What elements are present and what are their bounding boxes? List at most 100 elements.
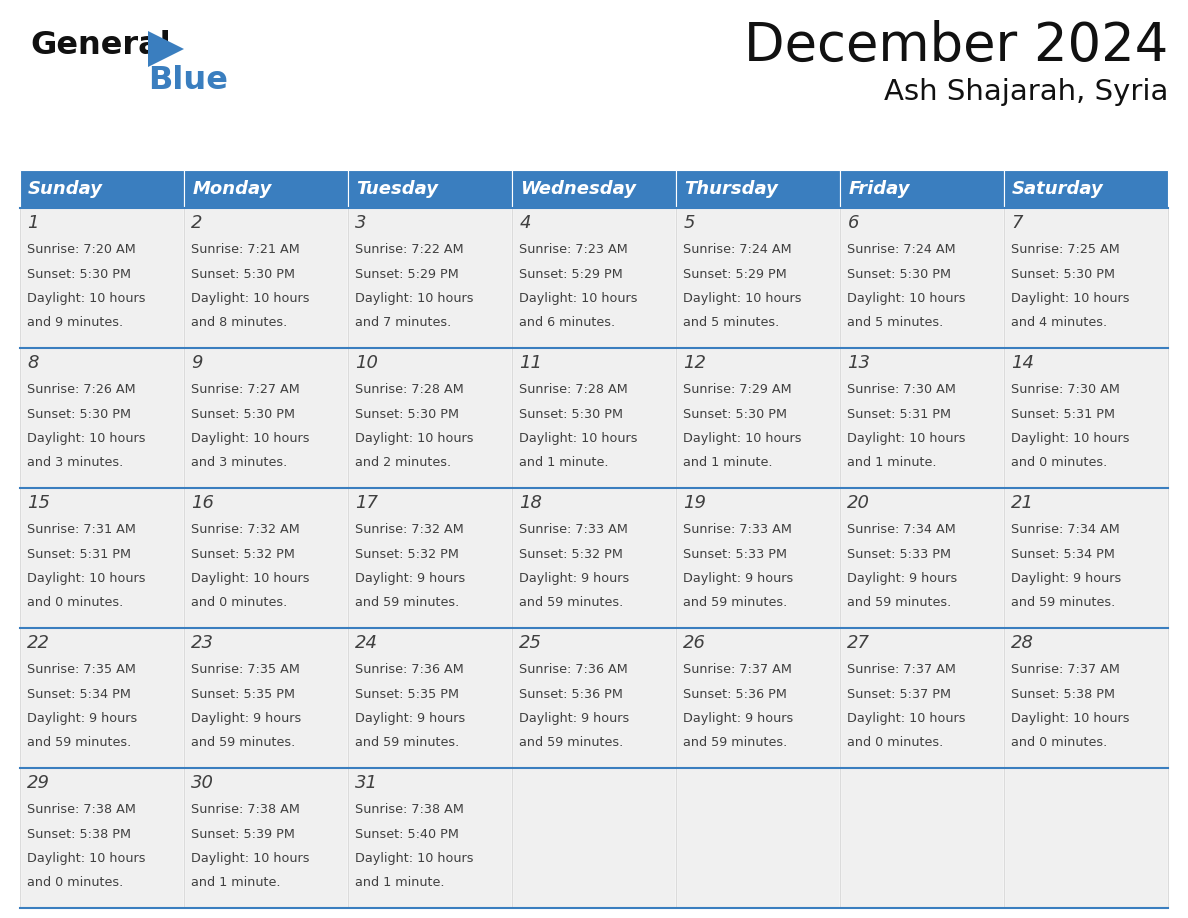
Text: 11: 11 bbox=[519, 353, 543, 372]
Text: Daylight: 10 hours: Daylight: 10 hours bbox=[191, 572, 310, 585]
Text: Daylight: 10 hours: Daylight: 10 hours bbox=[683, 432, 802, 445]
Text: and 59 minutes.: and 59 minutes. bbox=[847, 597, 952, 610]
Text: and 59 minutes.: and 59 minutes. bbox=[355, 597, 460, 610]
Text: Sunset: 5:32 PM: Sunset: 5:32 PM bbox=[355, 547, 460, 561]
Text: Sunrise: 7:35 AM: Sunrise: 7:35 AM bbox=[27, 663, 137, 676]
Text: Sunrise: 7:28 AM: Sunrise: 7:28 AM bbox=[355, 383, 465, 396]
Bar bbox=[20, 628, 184, 768]
Text: Sunset: 5:39 PM: Sunset: 5:39 PM bbox=[191, 827, 296, 841]
Bar bbox=[676, 348, 840, 488]
Text: and 1 minute.: and 1 minute. bbox=[519, 456, 609, 469]
Text: Sunrise: 7:22 AM: Sunrise: 7:22 AM bbox=[355, 243, 465, 256]
Text: Sunset: 5:30 PM: Sunset: 5:30 PM bbox=[519, 408, 624, 420]
Text: 24: 24 bbox=[355, 633, 379, 652]
Text: 9: 9 bbox=[191, 353, 203, 372]
Text: Daylight: 9 hours: Daylight: 9 hours bbox=[683, 572, 794, 585]
Text: Daylight: 10 hours: Daylight: 10 hours bbox=[683, 292, 802, 305]
Text: Sunrise: 7:25 AM: Sunrise: 7:25 AM bbox=[1011, 243, 1120, 256]
Bar bbox=[348, 208, 512, 348]
Bar bbox=[512, 348, 676, 488]
Text: and 2 minutes.: and 2 minutes. bbox=[355, 456, 451, 469]
Text: Daylight: 10 hours: Daylight: 10 hours bbox=[847, 712, 966, 725]
Text: Sunset: 5:36 PM: Sunset: 5:36 PM bbox=[519, 688, 624, 700]
Text: Sunrise: 7:34 AM: Sunrise: 7:34 AM bbox=[847, 523, 956, 536]
Text: and 59 minutes.: and 59 minutes. bbox=[519, 597, 624, 610]
Text: Sunrise: 7:30 AM: Sunrise: 7:30 AM bbox=[1011, 383, 1120, 396]
Text: 27: 27 bbox=[847, 633, 871, 652]
Text: Sunset: 5:34 PM: Sunset: 5:34 PM bbox=[27, 688, 131, 700]
Text: Ash Shajarah, Syria: Ash Shajarah, Syria bbox=[884, 78, 1168, 106]
Text: 18: 18 bbox=[519, 494, 543, 511]
Text: and 59 minutes.: and 59 minutes. bbox=[683, 736, 788, 749]
Text: 15: 15 bbox=[27, 494, 50, 511]
Text: and 4 minutes.: and 4 minutes. bbox=[1011, 317, 1107, 330]
Bar bbox=[1004, 170, 1168, 208]
Text: Sunset: 5:33 PM: Sunset: 5:33 PM bbox=[683, 547, 788, 561]
Text: Sunday: Sunday bbox=[29, 180, 103, 198]
Text: Daylight: 9 hours: Daylight: 9 hours bbox=[355, 572, 466, 585]
Text: and 0 minutes.: and 0 minutes. bbox=[1011, 456, 1107, 469]
Text: General: General bbox=[30, 30, 171, 61]
Text: Sunrise: 7:24 AM: Sunrise: 7:24 AM bbox=[683, 243, 792, 256]
Bar bbox=[1004, 768, 1168, 908]
Text: Daylight: 9 hours: Daylight: 9 hours bbox=[519, 572, 630, 585]
Text: 6: 6 bbox=[847, 214, 859, 231]
Text: and 9 minutes.: and 9 minutes. bbox=[27, 317, 124, 330]
Text: and 0 minutes.: and 0 minutes. bbox=[27, 877, 124, 890]
Text: Tuesday: Tuesday bbox=[356, 180, 438, 198]
Bar bbox=[184, 348, 348, 488]
Bar bbox=[184, 208, 348, 348]
Text: Sunrise: 7:35 AM: Sunrise: 7:35 AM bbox=[191, 663, 301, 676]
Text: Daylight: 10 hours: Daylight: 10 hours bbox=[1011, 712, 1130, 725]
Text: Saturday: Saturday bbox=[1012, 180, 1104, 198]
Text: 28: 28 bbox=[1011, 633, 1035, 652]
Bar bbox=[840, 348, 1004, 488]
Text: Sunrise: 7:37 AM: Sunrise: 7:37 AM bbox=[847, 663, 956, 676]
Text: Sunset: 5:30 PM: Sunset: 5:30 PM bbox=[191, 267, 296, 281]
Text: Daylight: 9 hours: Daylight: 9 hours bbox=[1011, 572, 1121, 585]
Text: Sunrise: 7:26 AM: Sunrise: 7:26 AM bbox=[27, 383, 135, 396]
Bar bbox=[676, 170, 840, 208]
Bar bbox=[348, 488, 512, 628]
Text: 1: 1 bbox=[27, 214, 39, 231]
Text: Sunrise: 7:24 AM: Sunrise: 7:24 AM bbox=[847, 243, 956, 256]
Text: Blue: Blue bbox=[148, 65, 228, 96]
Bar bbox=[20, 170, 184, 208]
Text: Sunrise: 7:23 AM: Sunrise: 7:23 AM bbox=[519, 243, 628, 256]
Bar bbox=[676, 208, 840, 348]
Bar bbox=[512, 488, 676, 628]
Text: 13: 13 bbox=[847, 353, 871, 372]
Text: Sunrise: 7:33 AM: Sunrise: 7:33 AM bbox=[519, 523, 628, 536]
Text: Sunset: 5:30 PM: Sunset: 5:30 PM bbox=[683, 408, 788, 420]
Text: and 0 minutes.: and 0 minutes. bbox=[27, 597, 124, 610]
Text: Daylight: 10 hours: Daylight: 10 hours bbox=[847, 292, 966, 305]
Text: Sunset: 5:30 PM: Sunset: 5:30 PM bbox=[847, 267, 952, 281]
Bar bbox=[840, 488, 1004, 628]
Text: 31: 31 bbox=[355, 774, 379, 791]
Text: Sunset: 5:29 PM: Sunset: 5:29 PM bbox=[683, 267, 788, 281]
Bar bbox=[676, 628, 840, 768]
Bar bbox=[840, 768, 1004, 908]
Text: Sunset: 5:29 PM: Sunset: 5:29 PM bbox=[519, 267, 624, 281]
Text: Sunset: 5:35 PM: Sunset: 5:35 PM bbox=[355, 688, 460, 700]
Text: Daylight: 10 hours: Daylight: 10 hours bbox=[847, 432, 966, 445]
Bar bbox=[20, 768, 184, 908]
Text: 25: 25 bbox=[519, 633, 543, 652]
Text: Sunrise: 7:36 AM: Sunrise: 7:36 AM bbox=[355, 663, 465, 676]
Text: and 3 minutes.: and 3 minutes. bbox=[27, 456, 124, 469]
Text: 4: 4 bbox=[519, 214, 531, 231]
Text: 26: 26 bbox=[683, 633, 707, 652]
Text: Daylight: 9 hours: Daylight: 9 hours bbox=[191, 712, 302, 725]
Text: and 1 minute.: and 1 minute. bbox=[847, 456, 937, 469]
Bar bbox=[1004, 488, 1168, 628]
Text: 16: 16 bbox=[191, 494, 214, 511]
Text: 23: 23 bbox=[191, 633, 214, 652]
Text: Daylight: 10 hours: Daylight: 10 hours bbox=[519, 292, 638, 305]
Text: and 5 minutes.: and 5 minutes. bbox=[847, 317, 943, 330]
Text: Sunset: 5:30 PM: Sunset: 5:30 PM bbox=[191, 408, 296, 420]
Text: and 1 minute.: and 1 minute. bbox=[683, 456, 773, 469]
Text: Daylight: 10 hours: Daylight: 10 hours bbox=[519, 432, 638, 445]
Text: 7: 7 bbox=[1011, 214, 1023, 231]
Text: Wednesday: Wednesday bbox=[520, 180, 637, 198]
Bar bbox=[840, 628, 1004, 768]
